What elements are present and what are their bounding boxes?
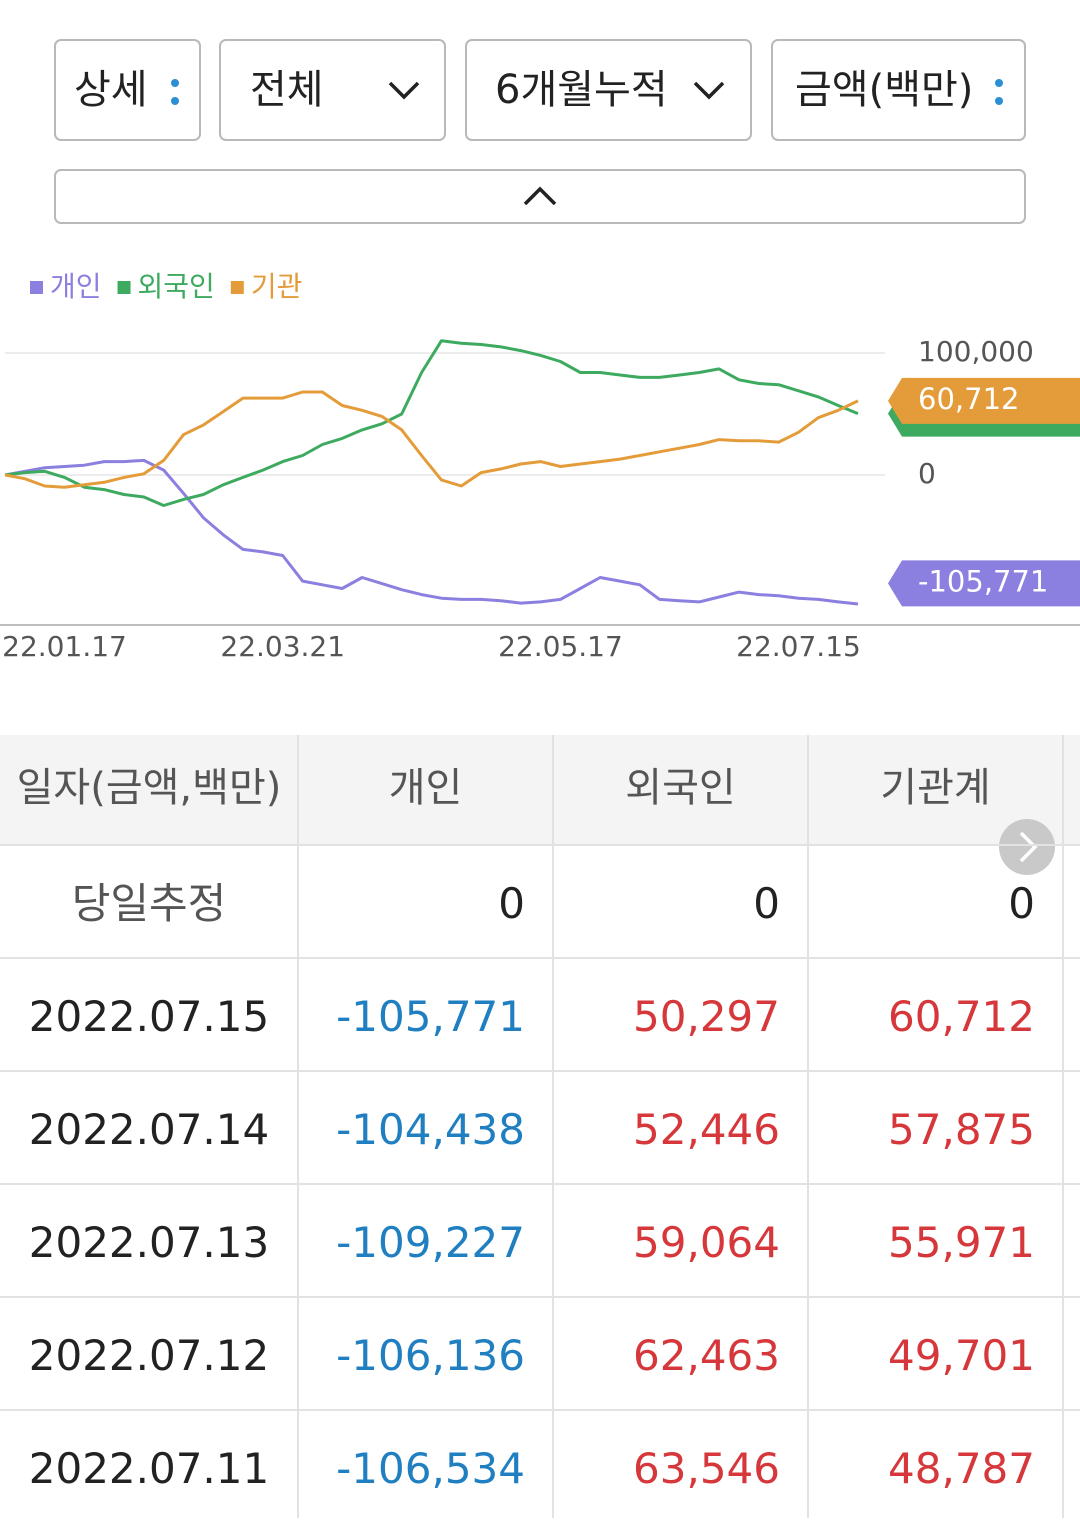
end-value-tag [888,560,1080,607]
legend-label: 외국인 [138,270,215,303]
menu-dot [995,97,1003,105]
unit-button[interactable]: 금액(백만) [771,39,1026,141]
scope-dropdown[interactable]: 전체 [219,39,446,141]
menu-dot [995,79,1003,87]
value-cell: -104,438 [336,1105,525,1154]
x-tick-label: 22.01.17 [2,630,127,663]
series-line [4,458,859,606]
value-cell: 55,971 [888,1218,1035,1267]
value-cell: 63,546 [633,1444,780,1493]
button-label[interactable]: 6개월누적 [495,67,668,113]
x-tick-label: 22.03.21 [220,630,345,663]
chevron-down [388,81,420,100]
y-tick-label: 100,000 [918,335,1034,368]
button-label[interactable]: 금액(백만) [795,67,973,113]
button-frame[interactable] [54,169,1026,224]
chevron-up [523,186,557,206]
value-cell: 60,712 [888,992,1035,1041]
legend-label: 개인 [50,270,102,303]
date-cell: 2022.07.15 [29,992,269,1041]
button-label[interactable]: 상세 [74,67,148,113]
date-cell: 2022.07.13 [29,1218,269,1267]
legend-swatch [230,281,244,294]
table-header-cell: 기관계 [880,765,990,811]
date-cell: 당일추정 [72,879,227,928]
scroll-right-button[interactable] [999,819,1055,875]
end-value-label: -105,771 [918,564,1048,598]
value-cell: 52,446 [633,1105,780,1154]
end-value-label: 60,712 [918,382,1019,416]
button-frame[interactable] [771,39,1026,141]
value-cell: -106,136 [336,1331,525,1380]
button-frame[interactable] [54,39,201,141]
value-cell: 62,463 [633,1331,780,1380]
table-header-cell: 개인 [389,765,463,811]
value-cell: -109,227 [336,1218,525,1267]
value-cell: -105,771 [336,992,525,1041]
menu-dot [171,97,179,105]
end-value-tag [888,377,1080,424]
value-cell: 0 [498,879,525,928]
button-frame[interactable] [219,39,446,141]
detail-button[interactable]: 상세 [54,39,201,141]
date-cell: 2022.07.12 [29,1331,269,1380]
date-cell: 2022.07.14 [29,1105,269,1154]
collapse-bar[interactable] [54,169,1026,224]
value-cell: 48,787 [888,1444,1035,1493]
legend-swatch [117,281,131,294]
x-tick-label: 22.07.15 [736,630,861,663]
legend-swatch [30,281,43,294]
y-tick-label: 0 [918,457,936,490]
button-frame[interactable] [465,39,752,141]
date-cell: 2022.07.11 [29,1444,269,1493]
value-cell: 0 [1008,879,1035,928]
value-cell: 57,875 [888,1105,1035,1154]
legend-label: 기관 [251,270,303,303]
value-cell: 50,297 [633,992,780,1041]
table-header-cell: 외국인 [625,765,735,811]
chevron-down [693,81,725,100]
table-header-bg [0,735,1080,845]
series-line [4,339,859,507]
table-header-cell: 일자(금액,백만) [17,765,282,811]
x-tick-label: 22.05.17 [498,630,623,663]
menu-dot [171,79,179,87]
button-label[interactable]: 전체 [250,67,324,113]
value-cell: 49,701 [888,1331,1035,1380]
period-dropdown[interactable]: 6개월누적 [465,39,752,141]
chart: 개인 외국인 기관 100,000 0 22.01.17 22.03.21 22.05.17 2… [2,270,1080,663]
value-cell: 0 [753,879,780,928]
value-cell: -106,534 [336,1444,525,1493]
value-cell: 59,064 [633,1218,780,1267]
series-line [4,390,859,489]
chevron-right[interactable] [1019,831,1038,863]
